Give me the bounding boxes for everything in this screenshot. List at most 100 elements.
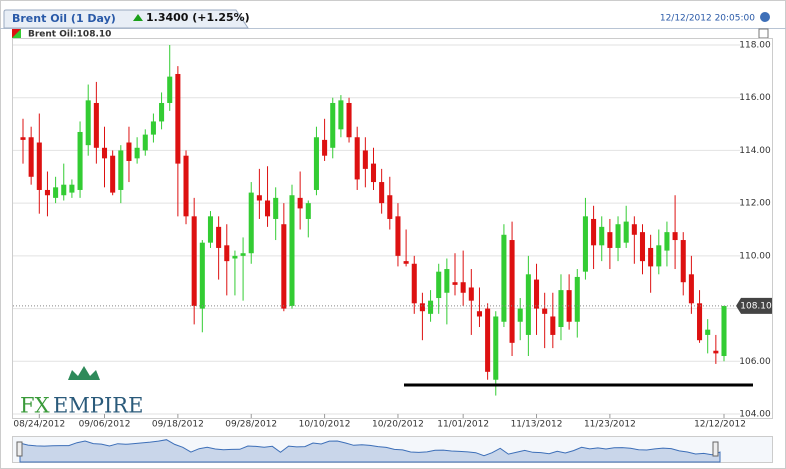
candle-body bbox=[28, 137, 34, 177]
y-tick-label: 116.00 bbox=[739, 93, 771, 103]
navigator-area bbox=[19, 439, 721, 463]
y-tick-label: 104.00 bbox=[739, 410, 771, 420]
candle-body bbox=[591, 218, 597, 246]
candle-body bbox=[582, 216, 588, 272]
candle-body bbox=[281, 224, 287, 309]
candle-body bbox=[444, 269, 450, 293]
legend: Brent Oil:108.10 bbox=[28, 30, 111, 40]
candle-body bbox=[362, 150, 368, 169]
x-tick-label: 10/20/2012 bbox=[372, 420, 424, 430]
candle-body bbox=[207, 216, 214, 243]
candle-body bbox=[721, 305, 727, 357]
candle-body bbox=[191, 216, 197, 306]
candle-body bbox=[110, 155, 116, 193]
price-marker-label: 108.10 bbox=[740, 301, 772, 311]
candle-body bbox=[485, 308, 491, 372]
candle-body bbox=[476, 311, 482, 317]
candle-body bbox=[631, 224, 637, 235]
navigator-handle-left bbox=[16, 441, 23, 457]
change: 1.3400 (+1.25%) bbox=[146, 11, 250, 24]
navigator-handle-right bbox=[712, 441, 719, 457]
candle-body bbox=[248, 192, 254, 254]
candle-body bbox=[183, 155, 189, 217]
x-tick-label: 11/23/2012 bbox=[584, 420, 636, 430]
candle-body bbox=[533, 279, 540, 309]
candle-body bbox=[224, 245, 230, 262]
candle-body bbox=[550, 316, 556, 335]
candle-body bbox=[36, 142, 42, 190]
candle-body bbox=[517, 308, 523, 322]
candle-body bbox=[61, 184, 67, 196]
candle-body bbox=[199, 242, 205, 309]
y-tick-label: 114.00 bbox=[739, 146, 771, 156]
candle-body bbox=[256, 195, 262, 201]
candle-body bbox=[322, 139, 328, 156]
settings-button[interactable] bbox=[760, 12, 770, 22]
candle-body bbox=[599, 226, 605, 246]
candle-body bbox=[525, 274, 531, 335]
candle-body bbox=[713, 350, 719, 354]
candle-body bbox=[607, 232, 613, 248]
candle-body bbox=[175, 73, 181, 164]
y-tick-label: 106.00 bbox=[739, 357, 771, 367]
candle-body bbox=[313, 137, 319, 190]
candle-body bbox=[705, 329, 711, 335]
logo-crown bbox=[68, 366, 100, 380]
candle-body bbox=[436, 271, 442, 299]
candle-body bbox=[493, 316, 499, 380]
tab-title: Brent Oil (1 Day) bbox=[12, 12, 116, 25]
candle-body bbox=[289, 195, 295, 306]
candle-body bbox=[688, 274, 694, 304]
candle-body bbox=[44, 189, 50, 196]
x-tick-label: 09/28/2012 bbox=[225, 420, 277, 430]
candle-body bbox=[656, 245, 662, 267]
candle-body bbox=[460, 282, 466, 293]
candle-body bbox=[297, 197, 303, 209]
candle-body bbox=[142, 134, 148, 151]
candle-body bbox=[232, 255, 238, 259]
candle-body bbox=[69, 184, 75, 193]
y-tick-label: 112.00 bbox=[739, 199, 771, 209]
candle-body bbox=[623, 221, 629, 243]
x-tick-label: 12/12/2012 bbox=[694, 420, 746, 430]
candle-body bbox=[680, 240, 686, 283]
legend-swatch-up bbox=[12, 29, 21, 38]
up-arrow bbox=[133, 14, 143, 21]
candle-body bbox=[346, 102, 352, 138]
x-tick-label: 09/06/2012 bbox=[79, 420, 131, 430]
y-tick-label: 110.00 bbox=[739, 251, 771, 261]
candle-body bbox=[672, 232, 678, 241]
x-tick-label: 10/10/2012 bbox=[299, 420, 351, 430]
candle-body bbox=[411, 263, 417, 304]
candle-body bbox=[403, 261, 409, 264]
candle-body bbox=[542, 308, 548, 314]
x-tick-label: 09/18/2012 bbox=[152, 420, 204, 430]
candle-body bbox=[566, 290, 572, 322]
candle-body bbox=[509, 240, 515, 343]
minimize-button[interactable] bbox=[758, 28, 769, 39]
candle-body bbox=[159, 102, 165, 122]
candle-body bbox=[354, 137, 360, 180]
candle-body bbox=[468, 287, 474, 301]
x-tick-label: 08/24/2012 bbox=[13, 420, 65, 430]
candle-body bbox=[77, 131, 83, 190]
candle-body bbox=[126, 142, 132, 161]
candle-body bbox=[338, 100, 344, 130]
y-tick-label: 118.00 bbox=[739, 41, 771, 51]
timestamp: 12/12/2012 20:05:00 bbox=[660, 14, 755, 24]
candle-body bbox=[134, 147, 140, 159]
candle-body bbox=[370, 163, 377, 183]
candle-body bbox=[118, 150, 124, 190]
candle-body bbox=[150, 121, 156, 135]
candle-body bbox=[558, 290, 564, 328]
candle-body bbox=[101, 147, 108, 159]
candle-body bbox=[615, 224, 621, 248]
candle-body bbox=[639, 232, 646, 262]
candle-body bbox=[240, 253, 246, 256]
tab[interactable] bbox=[3, 9, 249, 29]
candle-body bbox=[697, 303, 703, 341]
candle-body bbox=[664, 232, 670, 251]
candle-body bbox=[395, 216, 401, 256]
